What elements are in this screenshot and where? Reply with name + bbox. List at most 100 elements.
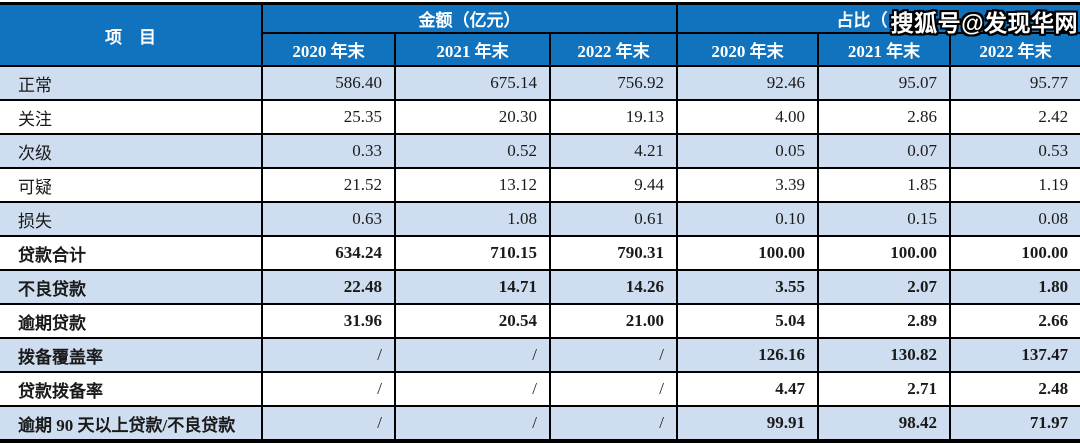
value-cell: 2.66 [949, 303, 1080, 339]
row-label: 拨备覆盖率 [0, 337, 263, 373]
value-cell-empty: / [548, 405, 679, 442]
table-row: 关注 25.35 20.30 19.13 4.00 2.86 2.42 [0, 99, 1080, 135]
value-cell: 2.48 [949, 371, 1080, 407]
value-cell-empty: / [261, 371, 396, 407]
value-cell: 137.47 [949, 337, 1080, 373]
value-cell: 2.42 [949, 99, 1080, 135]
header-amount-year-2020: 2020 年末 [262, 32, 396, 67]
value-cell: 21.52 [261, 167, 396, 203]
value-cell: 756.92 [548, 65, 679, 101]
value-cell: 0.07 [817, 133, 952, 169]
value-cell: 3.55 [676, 269, 820, 305]
header-year-row: 2020 年末 2021 年末 2022 年末 2020 年末 2021 年末 … [0, 32, 1080, 67]
value-cell: 19.13 [548, 99, 679, 135]
value-cell: 20.54 [394, 303, 551, 339]
value-cell-empty: / [548, 371, 679, 407]
value-cell: 2.86 [817, 99, 952, 135]
value-cell: 100.00 [949, 235, 1080, 271]
row-label: 正常 [0, 65, 263, 101]
value-cell-empty: / [548, 337, 679, 373]
value-cell: 0.61 [548, 201, 679, 237]
table-row: 逾期 90 天以上贷款/不良贷款 / //99.91 98.42 71.97 [0, 405, 1080, 442]
row-label: 次级 [0, 133, 263, 169]
value-cell: 14.71 [394, 269, 551, 305]
row-label: 不良贷款 [0, 269, 263, 305]
value-cell: 790.31 [548, 235, 679, 271]
value-cell: 92.46 [676, 65, 820, 101]
row-label: 损失 [0, 201, 263, 237]
header-ratio-year-2022: 2022 年末 [949, 32, 1080, 67]
value-cell: 98.42 [817, 405, 952, 442]
header-item: 项 目 [0, 2, 263, 67]
row-label: 逾期贷款 [0, 303, 263, 339]
row-label: 贷款合计 [0, 235, 263, 271]
header-ratio-year-2021: 2021 年末 [817, 32, 952, 67]
value-cell: 1.85 [817, 167, 952, 203]
value-cell: 2.71 [817, 371, 952, 407]
header-amount-group: 金额（亿元） [260, 2, 679, 34]
value-cell: 0.63 [261, 201, 396, 237]
header-amount-year-2021: 2021 年末 [394, 32, 551, 67]
value-cell: 675.14 [394, 65, 551, 101]
table-row: 贷款合计 634.24 710.15 790.31 100.00 100.00 100.00 [0, 235, 1080, 271]
value-cell: 1.19 [949, 167, 1080, 203]
value-cell: 4.21 [548, 133, 679, 169]
table-row: 不良贷款 22.48 14.71 14.26 3.55 2.07 1.80 [0, 269, 1080, 305]
value-cell: 1.80 [949, 269, 1080, 305]
table-row: 贷款拨备率 / //4.47 2.71 2.48 [0, 371, 1080, 407]
value-cell: 14.26 [548, 269, 679, 305]
value-cell: 100.00 [676, 235, 820, 271]
value-cell: 71.97 [949, 405, 1080, 442]
value-cell: 710.15 [394, 235, 551, 271]
value-cell: 25.35 [261, 99, 396, 135]
value-cell-empty: / [394, 371, 551, 407]
value-cell-empty: / [394, 405, 551, 442]
value-cell: 9.44 [548, 167, 679, 203]
value-cell: 13.12 [394, 167, 551, 203]
value-cell: 2.89 [817, 303, 952, 339]
value-cell: 100.00 [817, 235, 952, 271]
value-cell-empty: / [261, 337, 396, 373]
table-row: 正常 586.40 675.14 756.92 92.46 95.07 95.77 [0, 65, 1080, 101]
row-label: 可疑 [0, 167, 263, 203]
row-label: 贷款拨备率 [0, 371, 263, 407]
table-row: 逾期贷款 31.96 20.54 21.00 5.04 2.89 2.66 [0, 303, 1080, 339]
value-cell-empty: / [394, 337, 551, 373]
value-cell: 2.07 [817, 269, 952, 305]
table-header: 项 目 金额（亿元） 占比（%） 2020 年末 2021 年末 2022 年末… [0, 2, 1080, 67]
table-row: 损失 0.63 1.08 0.61 0.10 0.15 0.08 [0, 201, 1080, 237]
value-cell: 0.52 [394, 133, 551, 169]
value-cell: 0.53 [949, 133, 1080, 169]
value-cell: 5.04 [676, 303, 820, 339]
value-cell: 95.77 [949, 65, 1080, 101]
table-row: 次级 0.33 0.52 4.21 0.05 0.07 0.53 [0, 133, 1080, 169]
watermark: 搜狐号@发现华网 [890, 10, 1078, 36]
value-cell: 4.47 [676, 371, 820, 407]
table-row: 可疑 21.52 13.12 9.44 3.39 1.85 1.19 [0, 167, 1080, 203]
table-row: 拨备覆盖率 / //126.16 130.82 137.47 [0, 337, 1080, 373]
row-label: 关注 [0, 99, 263, 135]
value-cell: 0.08 [949, 201, 1080, 237]
header-ratio-group: 占比（%） [676, 2, 1080, 34]
value-cell: 21.00 [548, 303, 679, 339]
value-cell: 22.48 [261, 269, 396, 305]
value-cell: 4.00 [676, 99, 820, 135]
value-cell: 95.07 [817, 65, 952, 101]
value-cell: 20.30 [394, 99, 551, 135]
value-cell: 3.39 [676, 167, 820, 203]
table-body: 正常 586.40 675.14 756.92 92.46 95.07 95.77 关注 25.… [0, 65, 1080, 442]
row-label: 逾期 90 天以上贷款/不良贷款 [0, 405, 263, 442]
value-cell: 31.96 [261, 303, 396, 339]
value-cell-empty: / [261, 405, 396, 442]
value-cell: 586.40 [261, 65, 396, 101]
value-cell: 0.15 [817, 201, 952, 237]
header-ratio-year-2020: 2020 年末 [676, 32, 820, 67]
value-cell: 1.08 [394, 201, 551, 237]
value-cell: 0.33 [261, 133, 396, 169]
value-cell: 126.16 [676, 337, 820, 373]
value-cell: 99.91 [676, 405, 820, 442]
value-cell: 130.82 [817, 337, 952, 373]
value-cell: 0.05 [676, 133, 820, 169]
